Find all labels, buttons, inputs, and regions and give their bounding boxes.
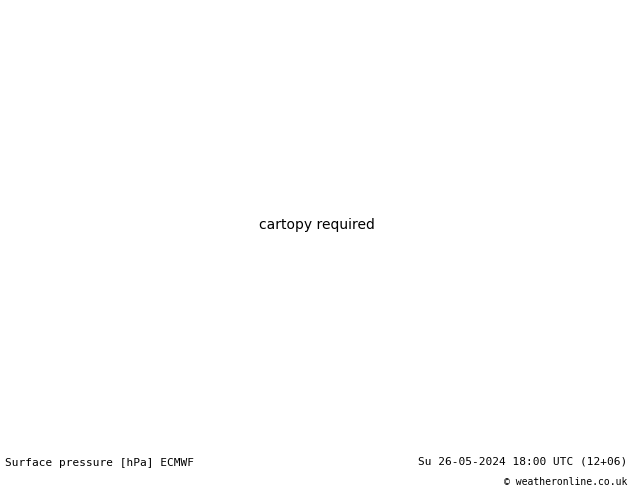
Text: © weatheronline.co.uk: © weatheronline.co.uk	[504, 477, 628, 487]
Text: Su 26-05-2024 18:00 UTC (12+06): Su 26-05-2024 18:00 UTC (12+06)	[418, 456, 628, 466]
Text: Surface pressure [hPa] ECMWF: Surface pressure [hPa] ECMWF	[5, 458, 194, 467]
Text: cartopy required: cartopy required	[259, 218, 375, 232]
